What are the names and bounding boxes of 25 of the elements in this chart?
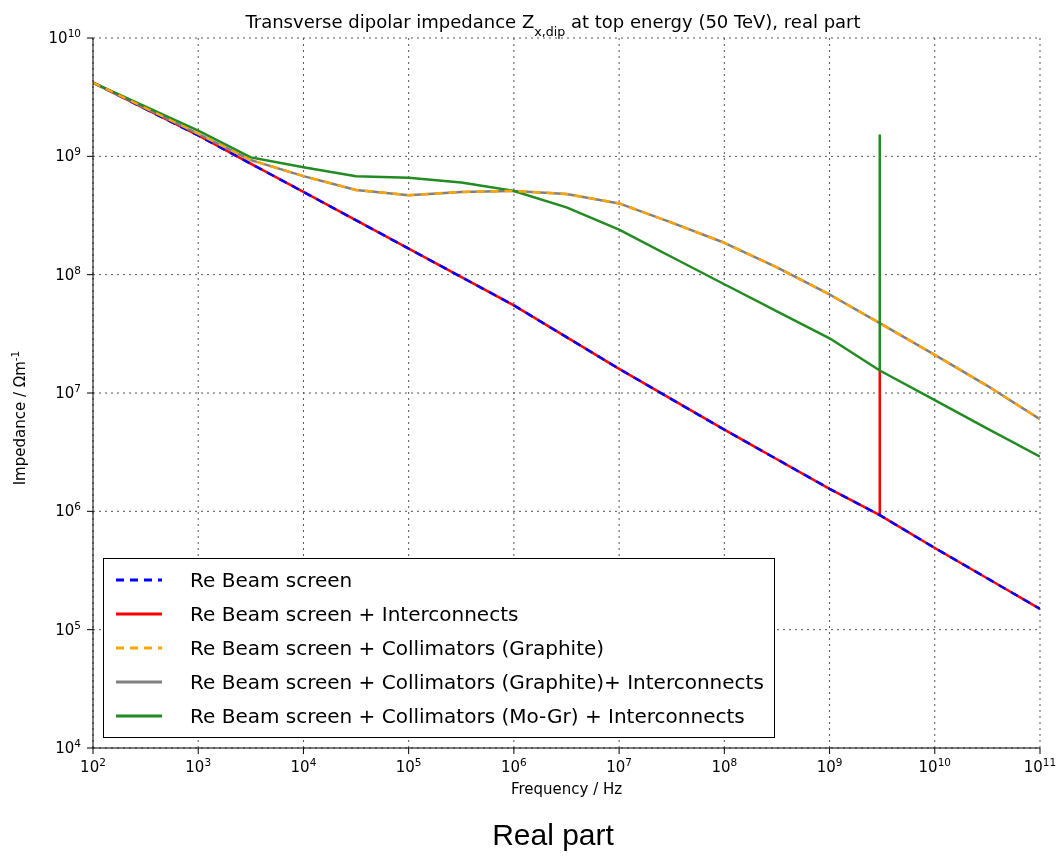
text: Real part: [491, 818, 615, 852]
x-tick-label: 10$^{8}$: [711, 756, 738, 776]
legend-label: Re Beam screen + Interconnects: [190, 602, 519, 626]
x-tick-label: 10$^{4}$: [290, 756, 317, 776]
x-axis-title: Frequency / Hz: [510, 780, 623, 798]
legend-label: Re Beam screen + Collimators (Graphite): [190, 636, 605, 660]
y-tick-label: 10$^{5}$: [55, 618, 81, 639]
legend-label: Re Beam screen + Collimators (Graphite)+ Interconnects: [190, 670, 764, 694]
y-tick-label: 10$^{9}$: [55, 145, 81, 166]
legend-label: Re Beam screen + Collimators (Mo-Gr) + Interconnects: [190, 704, 745, 728]
chart-title: Transverse dipolar impedance Z$_{x,dip}$ at top energy (50 TeV), real part: [244, 11, 861, 39]
x-tick-label: 10$^{2}$: [80, 756, 106, 776]
x-tick-label: 10$^{11}$: [1023, 756, 1057, 776]
y-tick-label: 10$^{10}$: [48, 27, 81, 47]
x-tick-label: 10$^{7}$: [606, 756, 632, 776]
x-tick-label: 10$^{3}$: [185, 756, 212, 776]
y-tick-label: 10$^{8}$: [55, 263, 81, 284]
x-tick-label: 10$^{6}$: [501, 756, 528, 776]
y-tick-label: 10$^{7}$: [55, 382, 81, 402]
y-tick-label: 10$^{4}$: [55, 737, 82, 757]
x-tick-label: 10$^{9}$: [816, 756, 843, 776]
x-tick-label: 10$^{10}$: [918, 756, 952, 776]
legend-label: Re Beam screen: [190, 568, 353, 592]
x-tick-label: 10$^{5}$: [395, 756, 422, 776]
y-tick-label: 10$^{6}$: [55, 500, 82, 521]
